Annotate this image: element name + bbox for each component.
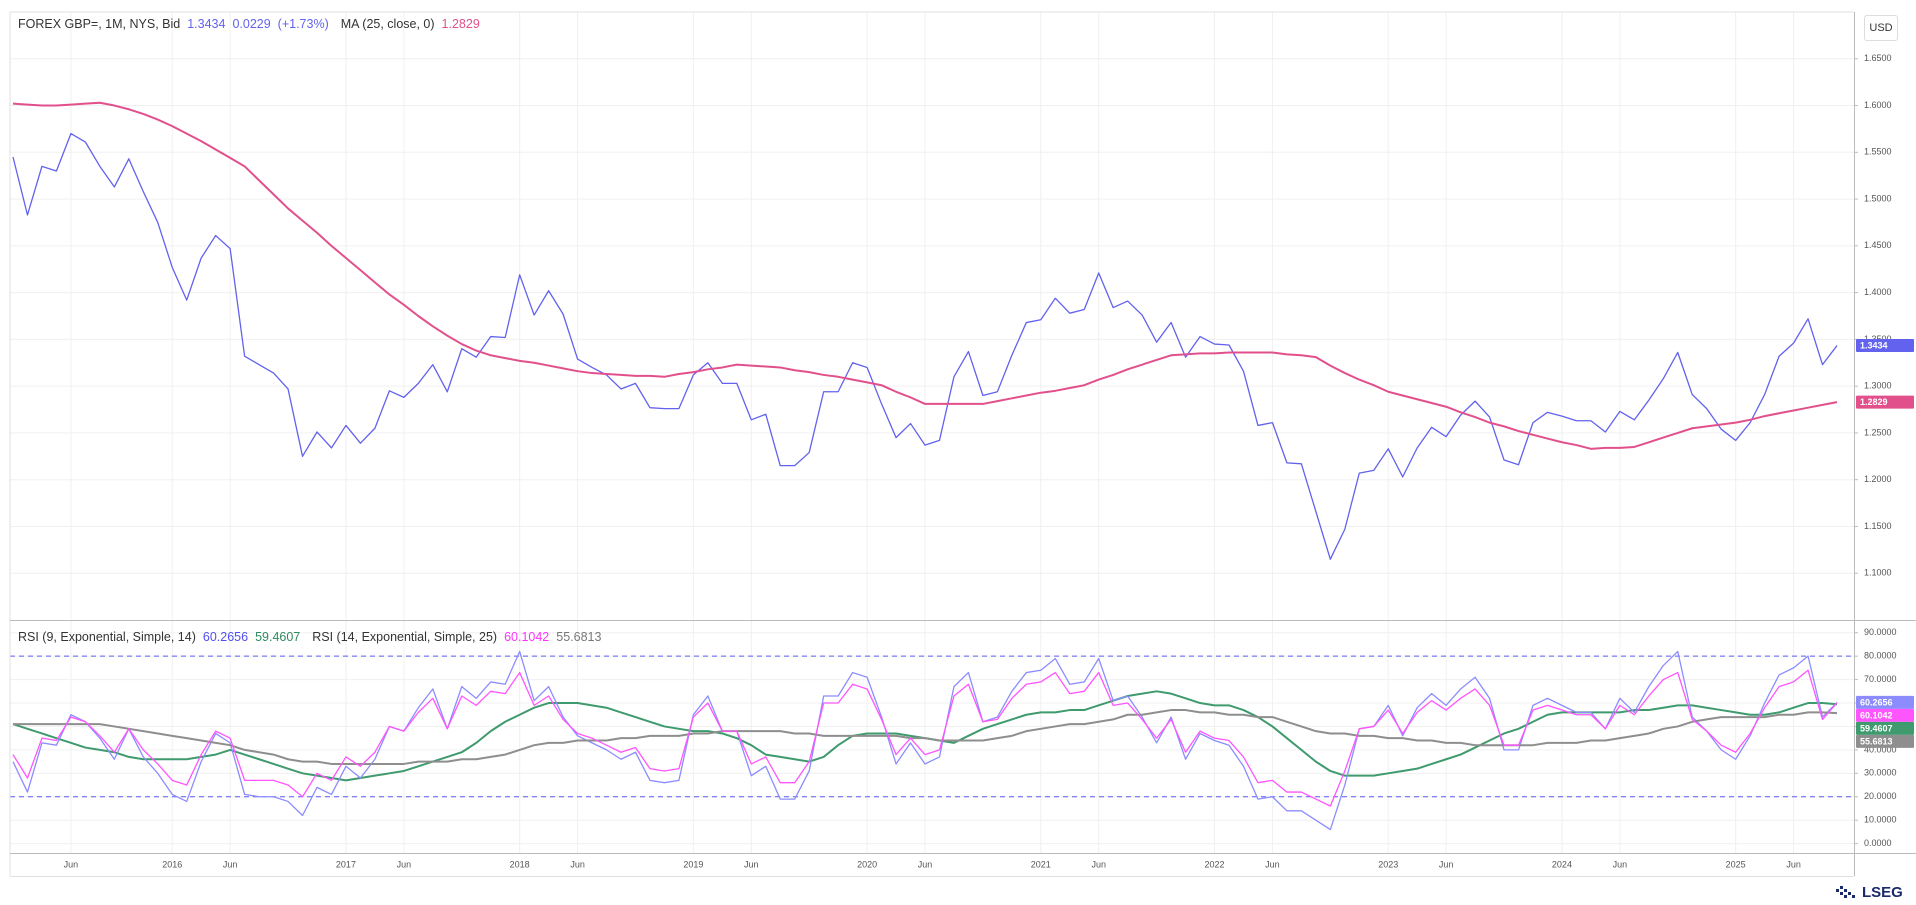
x-tick-label: 2022 [1205,859,1225,869]
x-tick-label: Jun [1091,859,1106,869]
legend-value: 1.2829 [441,17,480,31]
series-line [12,101,1838,450]
series-line [12,650,1838,831]
price-tag-label: 55.6813 [1860,736,1893,746]
legend-entry: MA (25, close, 0) 1.2829 [341,17,480,31]
legend-change: 0.0229 [232,17,271,31]
marks [10,101,1854,831]
legend-label: RSI (9, Exponential, Simple, 14) [18,630,196,644]
y-tick-label: 1.1500 [1864,521,1892,531]
grid [10,12,1858,853]
legend-label: RSI (14, Exponential, Simple, 25) [312,630,498,644]
y-tick-label: 70.0000 [1864,674,1897,684]
y-tick-label: 1.3000 [1864,381,1892,391]
legend-signal-value: 59.4607 [255,630,301,644]
price-tag-label: 60.2656 [1860,697,1893,707]
y-tick-label: 1.1000 [1864,568,1892,578]
y-tick-label: 40.0000 [1864,744,1897,754]
x-tick-label: 2020 [857,859,877,869]
price-tag [1856,339,1914,353]
x-tick-label: Jun [223,859,238,869]
legend-label: FOREX GBP=, 1M, NYS, Bid [18,17,181,31]
y-tick-label: 1.2000 [1864,474,1892,484]
price-tag [1856,708,1914,722]
x-tick-label: 2025 [1726,859,1746,869]
price-tag-label: 1.3434 [1860,340,1888,350]
y-tick-label: 1.4500 [1864,240,1892,250]
series-line [13,709,1838,765]
legend-entry: FOREX GBP=, 1M, NYS, Bid 1.3434 0.0229 (… [18,17,329,31]
y-tick-label: 1.6500 [1864,53,1892,63]
series-line [12,132,1838,560]
legend-value: 1.3434 [187,17,226,31]
price-tag [1856,734,1914,748]
currency-button[interactable]: USD [1864,15,1898,41]
x-tick-label: 2017 [336,859,356,869]
labels: 1.1000 1.1500 1.2000 1.2500 1.3000 1.3500 1.40… [64,53,1914,869]
y-tick-label: 1.5500 [1864,147,1892,157]
x-tick-label: Jun [1265,859,1280,869]
y-tick-label: 1.3500 [1864,334,1892,344]
legend-label: MA (25, close, 0) [340,17,435,31]
y-tick-label: 1.2500 [1864,427,1892,437]
x-tick-label: 2018 [510,859,530,869]
y-tick-label: 10.0000 [1864,815,1897,825]
y-tick-label: 80.0000 [1864,651,1897,661]
legend-value: 60.1042 [504,630,550,644]
logo-text: LSEG [1862,884,1903,901]
x-tick-label: Jun [1786,859,1801,869]
series-line [12,669,1838,807]
price-legend: FOREX GBP=, 1M, NYS, Bid 1.3434 0.0229 (… [18,17,480,31]
price-tag-label: 1.2829 [1860,397,1888,407]
price-tag-label: 60.1042 [1860,710,1893,720]
rsi-legend: RSI (9, Exponential, Simple, 14) 60.2656… [18,630,601,644]
price-tag [1856,695,1914,709]
logo: LSEG [1836,884,1903,901]
y-tick-label: 0.0000 [1864,838,1892,848]
legend-entry: RSI (14, Exponential, Simple, 25) 60.104… [312,630,601,644]
legend-change-percent: (+1.73%) [277,17,329,31]
x-tick-label: Jun [64,859,79,869]
x-tick-label: Jun [744,859,759,869]
y-tick-label: 30.0000 [1864,768,1897,778]
x-tick-label: Jun [397,859,412,869]
price-tag-label: 59.4607 [1860,723,1893,733]
frame [9,11,1916,877]
x-tick-label: 2016 [162,859,182,869]
logo-icon [1836,885,1855,898]
legend-entry: RSI (9, Exponential, Simple, 14) 60.2656… [18,630,300,644]
x-tick-label: Jun [1439,859,1454,869]
price-tag [1856,721,1914,735]
legend-signal-value: 55.6813 [556,630,602,644]
legend-value: 60.2656 [202,630,249,644]
x-tick-label: 2023 [1378,859,1398,869]
y-tick-label: 20.0000 [1864,791,1897,801]
x-tick-label: 2021 [1031,859,1051,869]
y-tick-label: 1.4000 [1864,287,1892,297]
y-tick-label: 1.5000 [1864,193,1892,203]
x-tick-label: Jun [570,859,585,869]
price-tag [1856,395,1914,409]
x-tick-label: Jun [1613,859,1628,869]
x-tick-label: 2024 [1552,859,1572,869]
x-tick-label: 2019 [683,859,703,869]
y-tick-label: 1.6000 [1864,100,1892,110]
y-tick-label: 90.0000 [1864,627,1897,637]
x-tick-label: Jun [918,859,933,869]
